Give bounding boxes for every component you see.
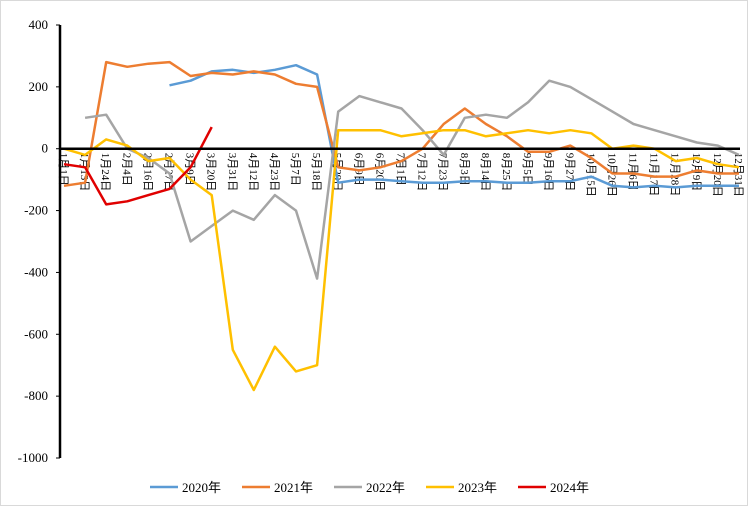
- x-tick-label: 10月15日: [584, 153, 596, 197]
- x-tick-label: 5月18日: [310, 153, 322, 192]
- y-tick-label: -400: [24, 264, 48, 279]
- line-series: [63, 128, 740, 392]
- x-tick-label: 4月23日: [268, 153, 280, 192]
- line-series: [63, 60, 739, 188]
- legend-label: 2024年: [550, 480, 589, 495]
- line-series: [169, 63, 739, 189]
- legend-label: 2022年: [366, 480, 405, 495]
- legend-label: 2021年: [274, 480, 313, 495]
- legend: 2020年 2021年 2022年 2023年 2024年: [150, 480, 589, 495]
- x-tick-label: 7月12日: [416, 153, 428, 192]
- x-tick-label: 2月4日: [120, 153, 132, 186]
- x-tick-label: 1月13日: [78, 153, 90, 192]
- x-tick-label: 1月1日: [57, 153, 69, 186]
- x-tick-label: 5月7日: [289, 153, 301, 186]
- y-tick-label: -200: [24, 203, 48, 218]
- x-tick-label: 9月5日: [521, 153, 533, 186]
- x-tick-label: 7月23日: [437, 153, 449, 192]
- x-tick-label: 8月3日: [458, 153, 470, 186]
- x-tick-label: 8月25日: [500, 153, 512, 192]
- y-tick-label: -800: [24, 388, 48, 403]
- x-tick-label: 4月12日: [247, 153, 259, 192]
- y-tick-label: 400: [29, 17, 49, 32]
- x-tick-label: 9月27日: [563, 153, 575, 192]
- x-tick-label: 11月6日: [627, 153, 639, 191]
- x-tick-label: 2月16日: [141, 153, 153, 192]
- x-tick-label: 8月14日: [479, 153, 491, 192]
- x-tick-label: 11月28日: [669, 153, 681, 197]
- x-tick-label: 6月20日: [373, 153, 385, 192]
- legend-label: 2023年: [458, 480, 497, 495]
- y-tick-label: -600: [24, 326, 48, 341]
- x-tick-label: 3月20日: [205, 153, 217, 192]
- y-tick-label: 200: [29, 79, 49, 94]
- line-series: [63, 126, 213, 206]
- y-tick-label: -1000: [18, 450, 48, 465]
- x-tick-label: 3月31日: [226, 153, 238, 192]
- legend-label: 2020年: [182, 480, 221, 495]
- line-series: [84, 79, 740, 280]
- x-tick-label: 9月16日: [542, 153, 554, 192]
- x-tick-label: 11月17日: [648, 153, 660, 197]
- y-tick-label: 0: [42, 141, 49, 156]
- x-tick-label: 1月24日: [99, 153, 111, 192]
